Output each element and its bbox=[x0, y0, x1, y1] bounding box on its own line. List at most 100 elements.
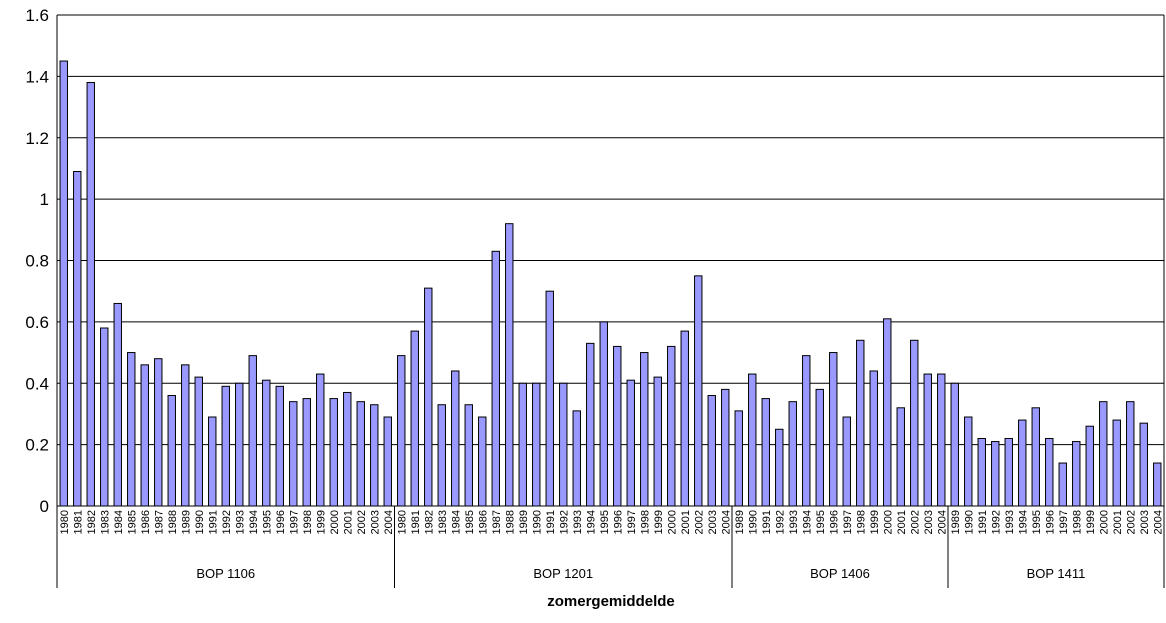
bar bbox=[424, 287, 433, 507]
bar bbox=[505, 223, 514, 507]
x-tick-label: 1987 bbox=[491, 510, 503, 534]
x-tick-label: 1988 bbox=[504, 510, 516, 534]
bar bbox=[680, 330, 689, 507]
bar bbox=[910, 339, 919, 507]
x-tick-label: 1990 bbox=[747, 510, 759, 534]
bar bbox=[869, 370, 878, 507]
bar bbox=[140, 364, 149, 507]
x-tick-label: 2003 bbox=[1139, 510, 1151, 534]
x-tick-label: 1988 bbox=[167, 510, 179, 534]
x-tick-label: 1992 bbox=[558, 510, 570, 534]
bar bbox=[1031, 407, 1040, 507]
axes bbox=[56, 15, 1165, 507]
grid-lines bbox=[57, 14, 1164, 446]
bar bbox=[640, 352, 649, 507]
x-tick-label: 1999 bbox=[653, 510, 665, 534]
y-tick-label: 1.6 bbox=[25, 6, 49, 25]
x-tick-label: 1999 bbox=[315, 510, 327, 534]
bar bbox=[721, 388, 730, 507]
bar bbox=[599, 321, 608, 507]
bar bbox=[397, 355, 406, 507]
x-tick-label: 1998 bbox=[639, 510, 651, 534]
x-tick-label: 2004 bbox=[720, 510, 732, 534]
bar bbox=[113, 302, 122, 507]
x-tick-label: 2001 bbox=[680, 510, 692, 534]
bar bbox=[977, 437, 986, 507]
y-tick-label: 0.4 bbox=[25, 374, 49, 393]
bar bbox=[1058, 462, 1067, 507]
x-tick-label: 2001 bbox=[342, 510, 354, 534]
x-tick-label: 1984 bbox=[450, 510, 462, 534]
x-tick-label: 1981 bbox=[72, 510, 84, 534]
x-tick-label: 2000 bbox=[1098, 510, 1110, 534]
bar bbox=[1085, 425, 1094, 507]
x-tick-label: 1991 bbox=[545, 510, 557, 534]
y-tick-label: 0.8 bbox=[25, 252, 49, 271]
bar bbox=[356, 401, 365, 507]
x-tick-label: 2002 bbox=[909, 510, 921, 534]
bar bbox=[559, 382, 568, 507]
x-tick-label: 1996 bbox=[1044, 510, 1056, 534]
x-tick-label: 1980 bbox=[59, 510, 71, 534]
bar bbox=[100, 327, 109, 507]
bar bbox=[667, 345, 676, 507]
y-tick-labels: 0 0.2 0.4 0.6 0.8 1 1.2 1.4 1.6 bbox=[25, 6, 49, 516]
y-tick-label: 1.2 bbox=[25, 129, 49, 148]
x-tick-label: 1982 bbox=[86, 510, 98, 534]
group-label: BOP 1406 bbox=[810, 566, 870, 581]
x-tick-label: 1997 bbox=[842, 510, 854, 534]
bar bbox=[1139, 422, 1148, 507]
bar bbox=[370, 404, 379, 507]
x-tick-label: 1986 bbox=[477, 510, 489, 534]
bar bbox=[761, 398, 770, 507]
bar bbox=[815, 388, 824, 507]
x-tick-label: 1994 bbox=[801, 510, 813, 534]
bar bbox=[73, 171, 82, 507]
bar bbox=[59, 60, 68, 507]
bar bbox=[1112, 419, 1121, 507]
x-tick-label: 2002 bbox=[1125, 510, 1137, 534]
x-tick-label: 1993 bbox=[1004, 510, 1016, 534]
x-tick-label: 1989 bbox=[180, 510, 192, 534]
bar bbox=[248, 355, 257, 507]
x-tick-label: 1993 bbox=[788, 510, 800, 534]
x-tick-label: 1989 bbox=[950, 510, 962, 534]
x-tick-label: 2003 bbox=[923, 510, 935, 534]
x-tick-label: 1985 bbox=[464, 510, 476, 534]
bar bbox=[532, 382, 541, 507]
bar bbox=[262, 379, 271, 507]
group-labels: BOP 1106 BOP 1201 BOP 1406 BOP 1411 bbox=[56, 506, 1165, 588]
bar bbox=[694, 275, 703, 507]
bar bbox=[626, 379, 635, 507]
group-label: BOP 1411 bbox=[1027, 566, 1086, 581]
x-tick-label: 1994 bbox=[585, 510, 597, 534]
x-tick-label: 1997 bbox=[288, 510, 300, 534]
bar bbox=[289, 401, 298, 507]
x-tick-label: 1981 bbox=[410, 510, 422, 534]
x-tick-label: 2002 bbox=[356, 510, 368, 534]
x-tick-label: 1985 bbox=[126, 510, 138, 534]
bar bbox=[316, 373, 325, 507]
x-tick-label: 2004 bbox=[383, 510, 395, 534]
bar bbox=[896, 407, 905, 507]
bar bbox=[586, 342, 595, 507]
x-tick-label: 1998 bbox=[855, 510, 867, 534]
x-tick-label: 1993 bbox=[572, 510, 584, 534]
bar bbox=[842, 416, 851, 507]
x-tick-label: 1993 bbox=[234, 510, 246, 534]
x-tick-label: 1997 bbox=[626, 510, 638, 534]
x-tick-label: 2001 bbox=[1112, 510, 1124, 534]
bar bbox=[410, 330, 419, 507]
x-tick-label: 2003 bbox=[369, 510, 381, 534]
y-tick-label: 0.6 bbox=[25, 313, 49, 332]
x-tick-label: 1998 bbox=[1071, 510, 1083, 534]
x-tick-label: 1998 bbox=[302, 510, 314, 534]
bars bbox=[59, 60, 1162, 507]
bar bbox=[1153, 462, 1162, 507]
x-tick-label: 1995 bbox=[815, 510, 827, 534]
x-tick-label: 1995 bbox=[261, 510, 273, 534]
bar bbox=[1045, 437, 1054, 507]
y-tick-label: 1.4 bbox=[25, 67, 49, 86]
bar bbox=[856, 339, 865, 507]
bar bbox=[383, 416, 392, 507]
